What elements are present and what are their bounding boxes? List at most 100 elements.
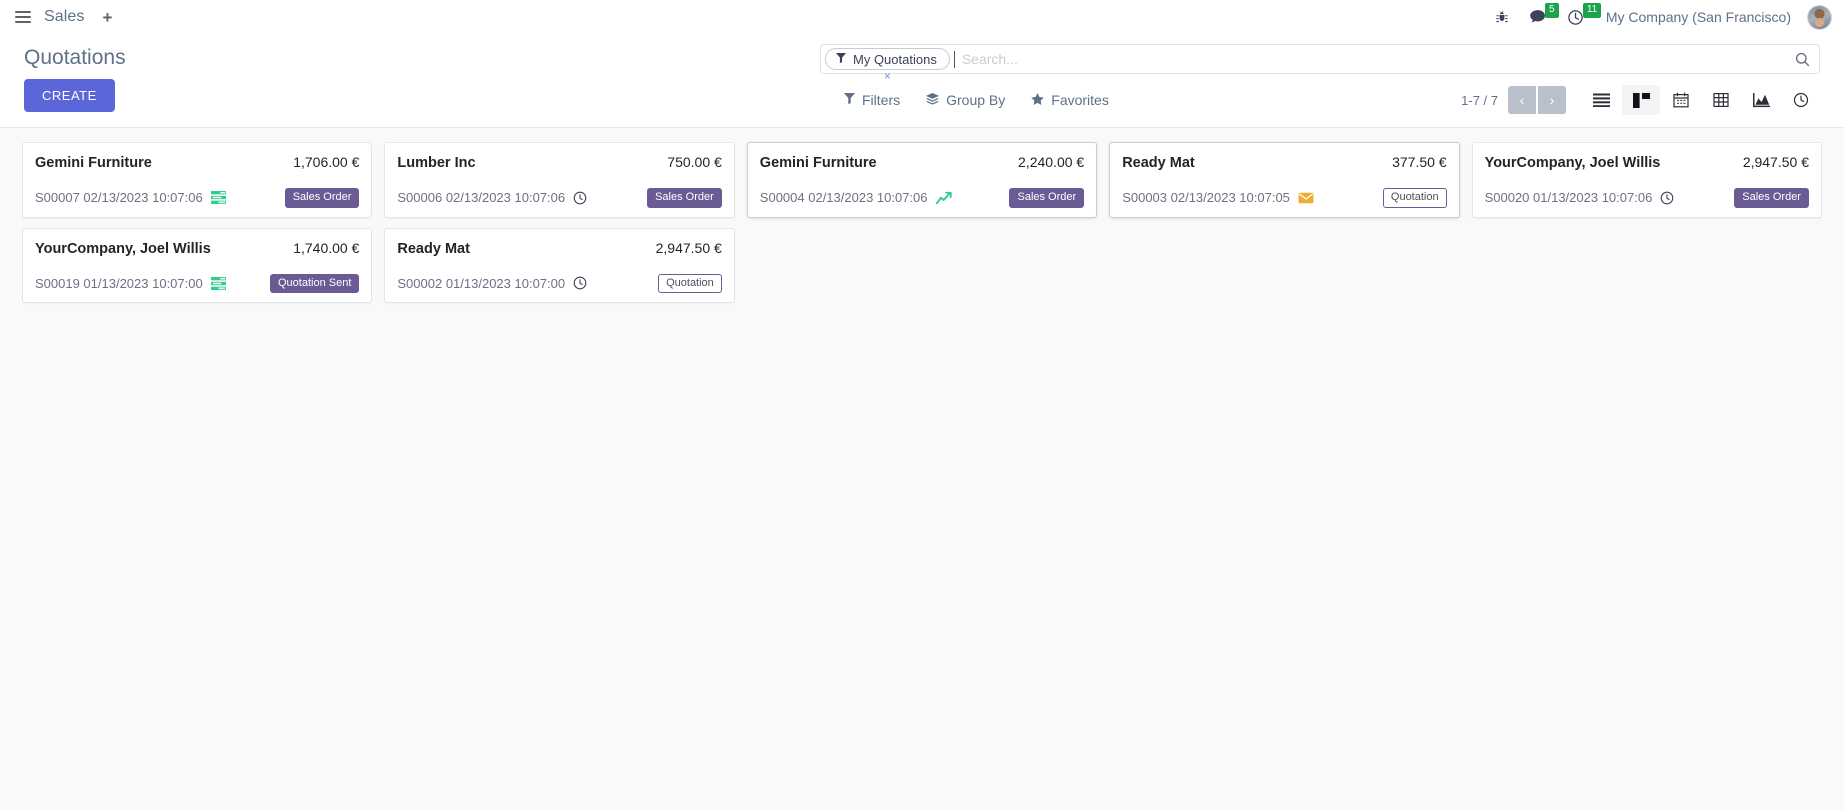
search-icon[interactable] bbox=[1792, 52, 1813, 67]
filter-icon bbox=[836, 52, 846, 66]
kanban-card-amount: 1,706.00 € bbox=[293, 154, 360, 170]
kanban-grid: Gemini Furniture 1,706.00 € S00007 02/13/2… bbox=[22, 142, 1822, 304]
kanban-card-meta: S00020 01/13/2023 10:07:06 bbox=[1485, 190, 1675, 205]
search-text-caret bbox=[953, 50, 955, 68]
kanban-card-footer: S00002 01/13/2023 10:07:00 Quotation bbox=[397, 273, 722, 294]
navbar-right: 5 11 My Company (San Francisco) bbox=[1485, 0, 1832, 34]
kanban-card[interactable]: YourCompany, Joel Willis 1,740.00 € S00019… bbox=[22, 227, 373, 304]
control-panel-top-row: Quotations CREATE My Quotations × bbox=[24, 34, 1820, 115]
control-panel-bottom-row: Filters Group By bbox=[820, 85, 1820, 115]
activities-count-badge: 11 bbox=[1582, 3, 1602, 18]
kanban-card-amount: 2,240.00 € bbox=[1018, 154, 1085, 170]
kanban-card-meta: S00003 02/13/2023 10:07:05 bbox=[1122, 190, 1314, 205]
kanban-card-footer: S00004 02/13/2023 10:07:06 Sales Order bbox=[760, 188, 1085, 208]
kanban-card-partner: Ready Mat bbox=[1122, 155, 1195, 171]
view-switcher-pivot[interactable] bbox=[1702, 85, 1740, 115]
view-switcher-activity[interactable] bbox=[1782, 85, 1820, 115]
clock-activity-icon[interactable]: 11 bbox=[1557, 0, 1602, 34]
messages-icon[interactable]: 5 bbox=[1519, 0, 1559, 34]
filters-label: Filters bbox=[862, 92, 901, 108]
kanban-card-header: Lumber Inc 750.00 € bbox=[397, 154, 721, 171]
kanban-card-meta: S00004 02/13/2023 10:07:06 bbox=[760, 190, 952, 205]
view-switcher-calendar[interactable] bbox=[1662, 85, 1700, 115]
view-switcher-list[interactable] bbox=[1582, 85, 1620, 115]
clock-icon[interactable] bbox=[573, 276, 587, 290]
control-panel-left: Quotations CREATE bbox=[24, 34, 126, 113]
kanban-card-meta: S00019 01/13/2023 10:07:00 bbox=[35, 276, 226, 291]
clock-icon[interactable] bbox=[573, 191, 587, 205]
pager-next-button[interactable]: › bbox=[1538, 86, 1566, 114]
kanban-card-status-badge: Quotation bbox=[658, 273, 722, 294]
kanban-card-header: Ready Mat 377.50 € bbox=[1122, 154, 1446, 171]
kanban-card-footer: S00007 02/13/2023 10:07:06 Sales Order bbox=[35, 188, 360, 208]
layers-icon bbox=[926, 92, 940, 108]
new-tab-button[interactable]: + bbox=[102, 7, 113, 27]
group-by-dropdown[interactable]: Group By bbox=[926, 90, 1005, 110]
navbar-left: Sales + bbox=[8, 2, 120, 32]
green-bars-icon[interactable] bbox=[210, 276, 226, 290]
messages-count-badge: 5 bbox=[1544, 3, 1559, 18]
hamburger-menu-icon[interactable] bbox=[8, 2, 38, 32]
pager-previous-button[interactable]: ‹ bbox=[1508, 86, 1536, 114]
page-title: Quotations bbox=[24, 46, 126, 69]
kanban-card-amount: 2,947.50 € bbox=[655, 239, 722, 256]
kanban-card-reference: S00006 02/13/2023 10:07:06 bbox=[397, 190, 566, 206]
view-switcher bbox=[1582, 85, 1820, 115]
app-brand-sales[interactable]: Sales bbox=[44, 8, 85, 25]
create-button[interactable]: CREATE bbox=[24, 79, 115, 113]
kanban-card-meta: S00006 02/13/2023 10:07:06 bbox=[397, 190, 587, 205]
bug-icon[interactable] bbox=[1485, 0, 1519, 34]
kanban-card[interactable]: Lumber Inc 750.00 € S00006 02/13/2023 10:0… bbox=[384, 142, 735, 218]
orange-envelope-icon[interactable] bbox=[1298, 192, 1314, 204]
kanban-card-reference: S00002 01/13/2023 10:07:00 bbox=[397, 275, 566, 291]
green-chart-icon[interactable] bbox=[935, 191, 952, 205]
filters-dropdown[interactable]: Filters bbox=[844, 90, 900, 110]
top-navbar: Sales + 5 11 My Company (San Francisco) bbox=[0, 0, 1844, 34]
kanban-card-partner: Gemini Furniture bbox=[35, 155, 152, 171]
kanban-card-header: YourCompany, Joel Willis 1,740.00 € bbox=[35, 240, 359, 257]
kanban-card-reference: S00003 02/13/2023 10:07:05 bbox=[1122, 190, 1290, 206]
kanban-card-meta: S00002 01/13/2023 10:07:00 bbox=[397, 276, 587, 291]
kanban-card-footer: S00006 02/13/2023 10:07:06 Sales Order bbox=[397, 188, 722, 208]
search-input[interactable] bbox=[954, 46, 1792, 72]
search-dropdowns: Filters Group By bbox=[844, 90, 1109, 110]
kanban-card-reference: S00019 01/13/2023 10:07:00 bbox=[35, 275, 203, 291]
user-avatar[interactable] bbox=[1807, 4, 1832, 30]
search-bar[interactable]: My Quotations × bbox=[820, 44, 1820, 82]
kanban-card-header: Ready Mat 2,947.50 € bbox=[397, 240, 721, 257]
pager: 1-7 / 7 ‹ › bbox=[1461, 86, 1566, 114]
kanban-card-partner: YourCompany, Joel Willis bbox=[1484, 155, 1661, 171]
pager-label: 1-7 / 7 bbox=[1461, 92, 1498, 108]
kanban-card-header: YourCompany, Joel Willis 2,947.50 € bbox=[1485, 154, 1809, 171]
kanban-card-footer: S00019 01/13/2023 10:07:00 Quotation Sent bbox=[35, 273, 360, 294]
view-switcher-graph[interactable] bbox=[1742, 85, 1780, 115]
green-bars-icon[interactable] bbox=[210, 191, 226, 205]
kanban-card-partner: Lumber Inc bbox=[397, 155, 476, 171]
search-facet-remove-icon[interactable]: × bbox=[883, 69, 891, 83]
kanban-card-meta: S00007 02/13/2023 10:07:06 bbox=[35, 190, 226, 205]
kanban-card-amount: 377.50 € bbox=[1392, 154, 1447, 170]
kanban-card[interactable]: Gemini Furniture 1,706.00 € S00007 02/13/2… bbox=[22, 142, 373, 218]
kanban-card-amount: 1,740.00 € bbox=[293, 239, 360, 256]
clock-icon[interactable] bbox=[1660, 191, 1674, 205]
search-facet-my-quotations[interactable]: My Quotations × bbox=[825, 48, 950, 82]
kanban-card[interactable]: Ready Mat 2,947.50 € S00002 01/13/2023 10:… bbox=[384, 227, 735, 304]
kanban-card-partner: YourCompany, Joel Willis bbox=[35, 240, 211, 257]
favorites-dropdown[interactable]: Favorites bbox=[1031, 90, 1109, 110]
kanban-card-status-badge: Quotation Sent bbox=[270, 273, 360, 294]
view-switcher-kanban[interactable] bbox=[1622, 85, 1660, 115]
company-switcher[interactable]: My Company (San Francisco) bbox=[1605, 9, 1791, 25]
kanban-card-footer: S00020 01/13/2023 10:07:06 Sales Order bbox=[1485, 188, 1809, 208]
kanban-card-amount: 2,947.50 € bbox=[1742, 154, 1809, 170]
kanban-card[interactable]: Ready Mat 377.50 € S00003 02/13/2023 10:07… bbox=[1109, 142, 1460, 218]
kanban-card[interactable]: Gemini Furniture 2,240.00 € S00004 02/13/2… bbox=[746, 142, 1098, 218]
kanban-card-reference: S00004 02/13/2023 10:07:06 bbox=[759, 190, 928, 206]
search-facet-label: My Quotations bbox=[853, 51, 937, 67]
kanban-card[interactable]: YourCompany, Joel Willis 2,947.50 € S00020… bbox=[1471, 142, 1822, 218]
kanban-card-status-badge: Sales Order bbox=[1734, 188, 1809, 208]
control-panel: Quotations CREATE My Quotations × bbox=[0, 34, 1844, 128]
kanban-card-status-badge: Sales Order bbox=[1009, 188, 1085, 208]
kanban-card-footer: S00003 02/13/2023 10:07:05 Quotation bbox=[1122, 188, 1447, 208]
kanban-card-partner: Gemini Furniture bbox=[759, 155, 877, 171]
kanban-card-status-badge: Sales Order bbox=[647, 188, 722, 208]
